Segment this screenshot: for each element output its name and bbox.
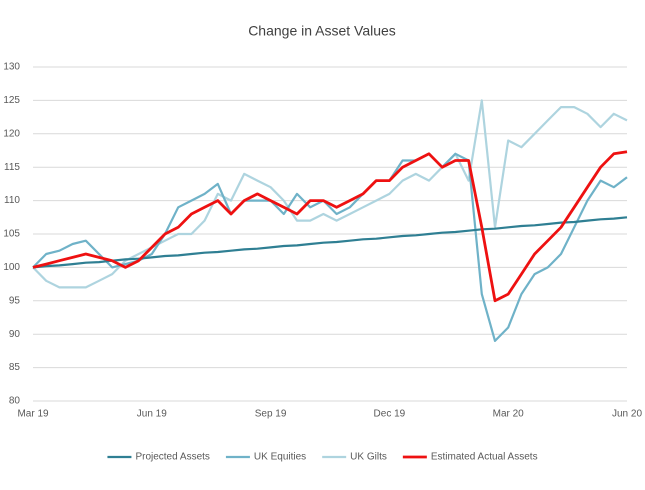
series-line (32, 216, 628, 269)
x-tick-label: Jun 20 (612, 409, 642, 420)
x-tick-label: Sep 19 (255, 409, 287, 420)
y-tick-label: 85 (9, 362, 21, 373)
series-line (32, 99, 628, 289)
y-tick-label: 100 (3, 262, 20, 273)
legend-label: UK Equities (254, 452, 306, 463)
y-tick-label: 90 (9, 329, 21, 340)
legend-label: Estimated Actual Assets (431, 452, 538, 463)
series-line (32, 150, 628, 303)
y-tick-label: 125 (3, 95, 20, 106)
y-tick-label: 80 (9, 396, 21, 407)
y-tick-label: 105 (3, 229, 20, 240)
x-tick-label: Mar 20 (493, 409, 525, 420)
y-tick-label: 130 (3, 62, 20, 73)
y-tick-label: 95 (9, 295, 21, 306)
y-tick-label: 120 (3, 128, 20, 139)
chart-title: Change in Asset Values (248, 23, 396, 39)
y-tick-label: 110 (4, 195, 20, 206)
series-line (32, 152, 628, 342)
x-tick-label: Mar 19 (17, 409, 49, 420)
x-tick-label: Dec 19 (374, 409, 406, 420)
x-tick-label: Jun 19 (137, 409, 167, 420)
y-tick-label: 115 (4, 162, 20, 173)
legend-label: UK Gilts (350, 452, 387, 463)
legend-label: Projected Assets (135, 452, 209, 463)
